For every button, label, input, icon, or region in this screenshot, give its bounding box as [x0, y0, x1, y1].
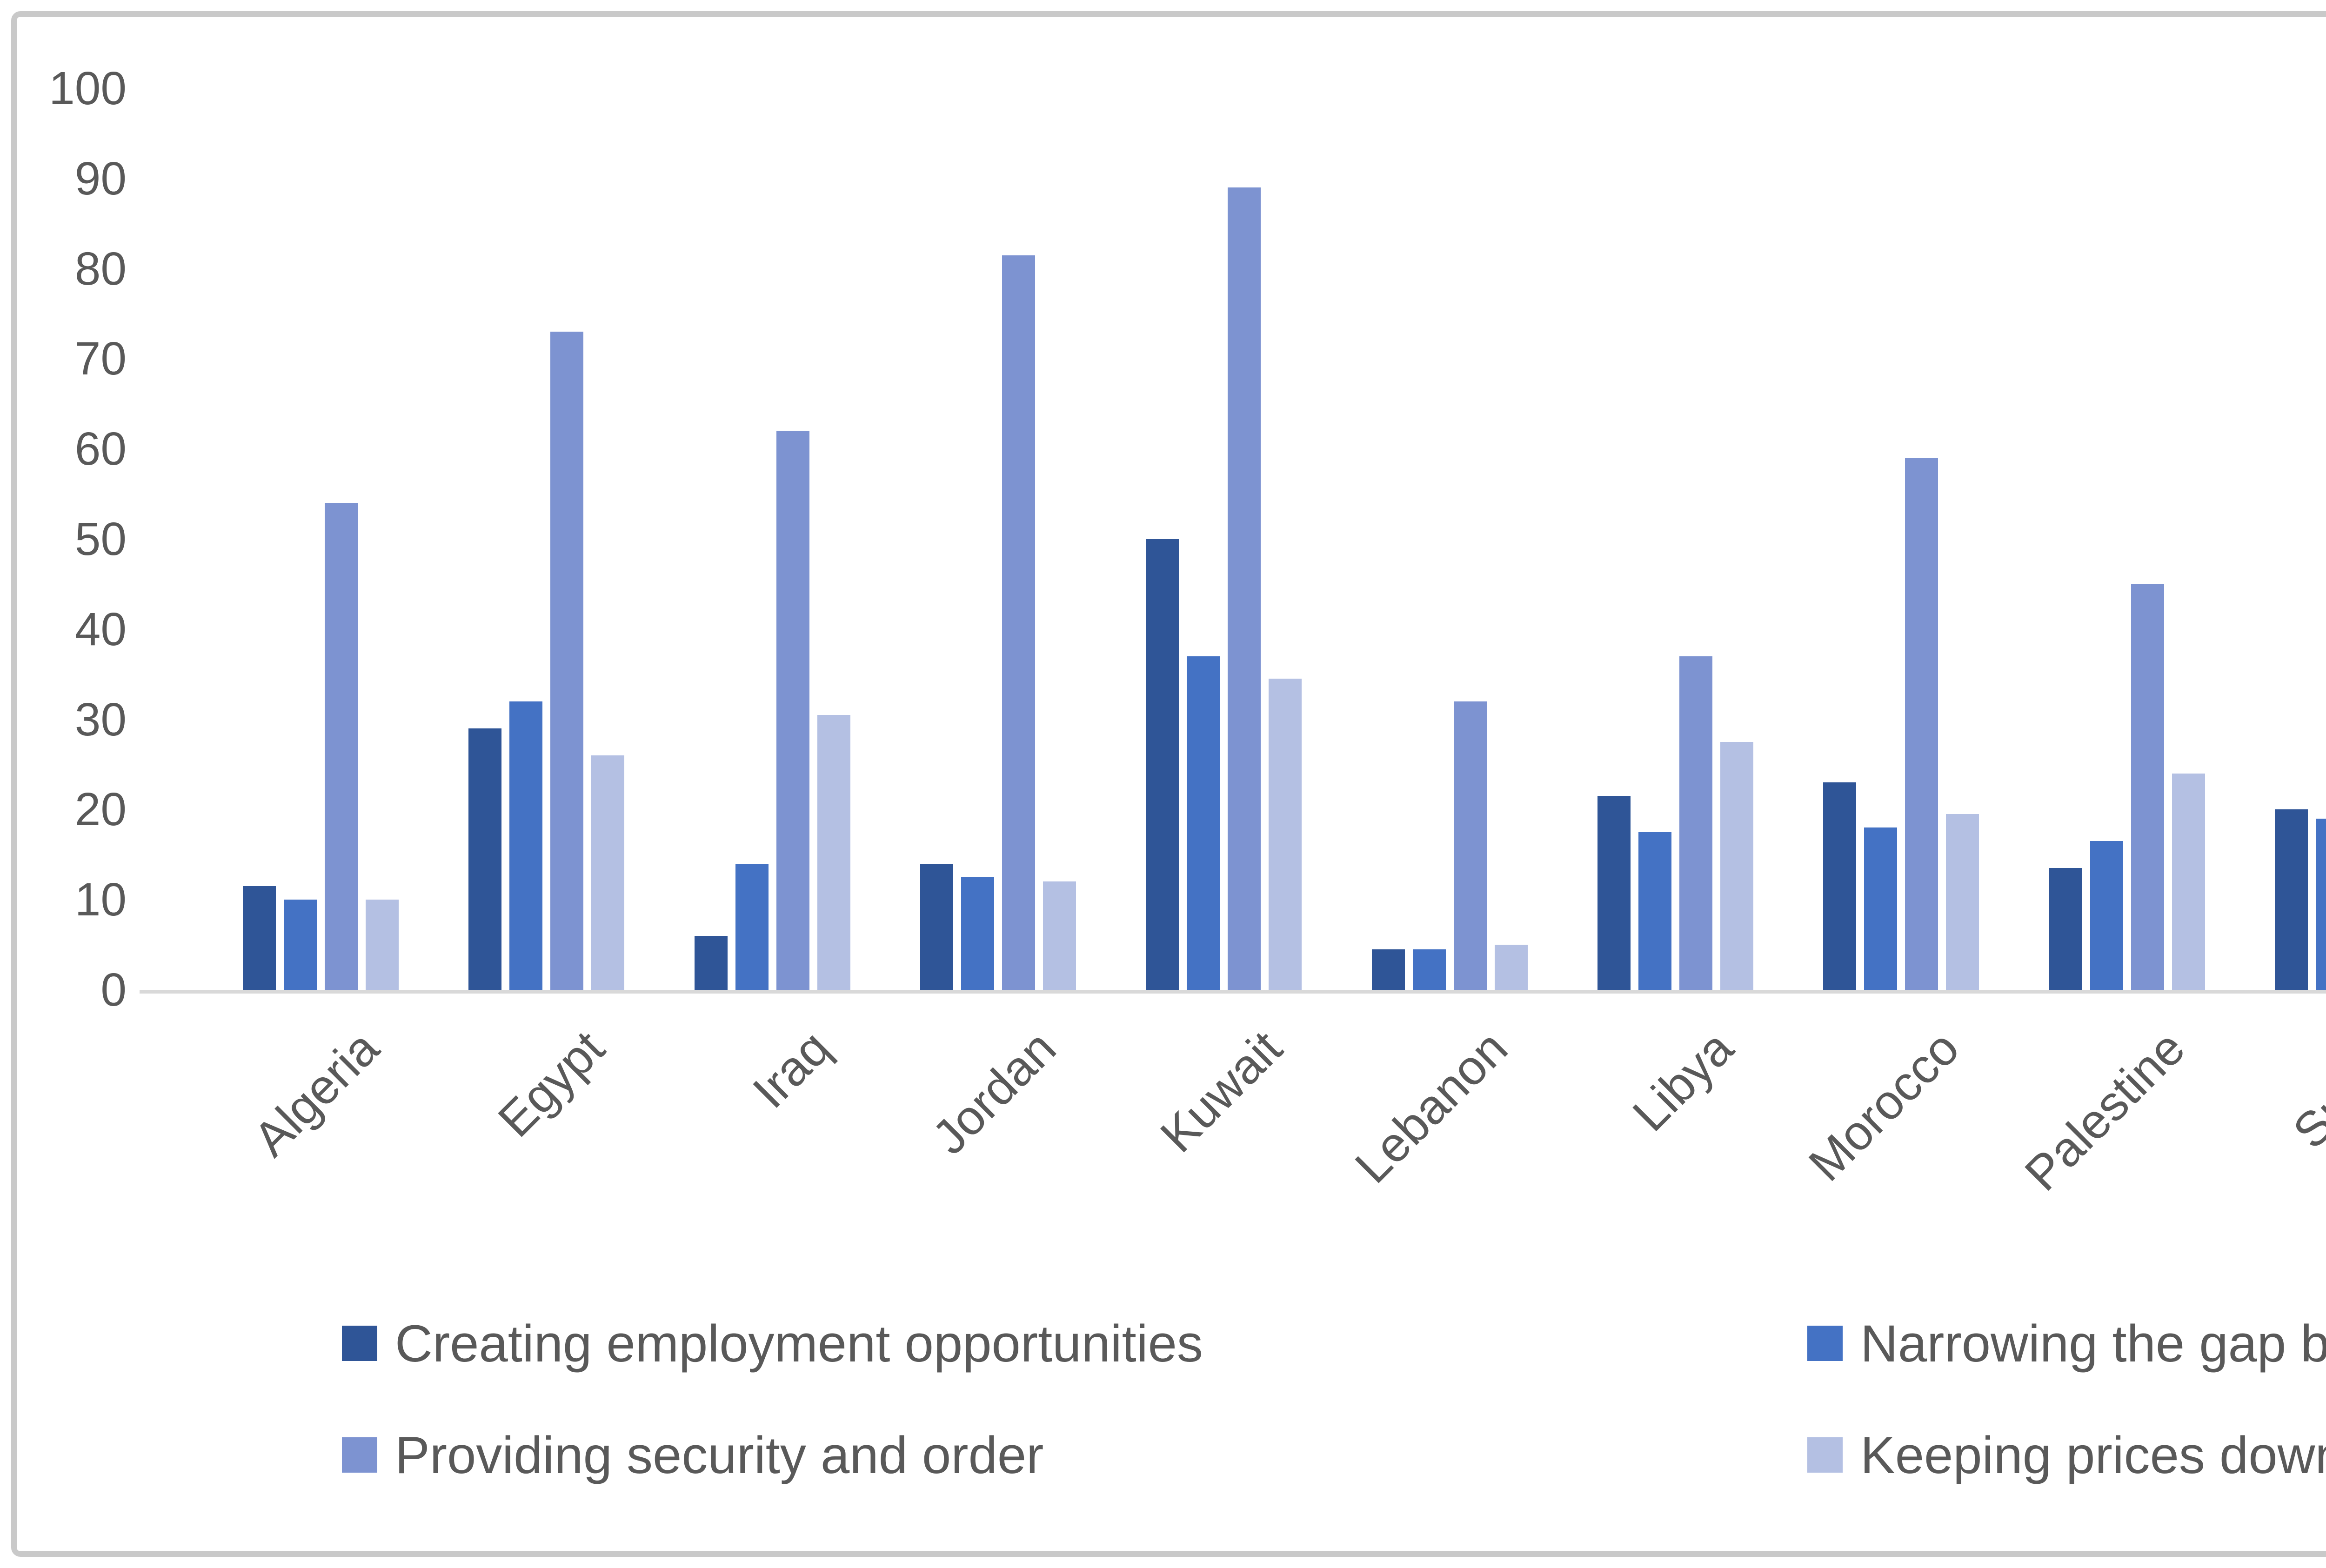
x-axis-label-kuwait: Kuwait [1150, 1021, 1292, 1163]
y-axis-label-30: 30 [74, 693, 127, 746]
x-axis-label-palestine: Palestine [2014, 1021, 2196, 1201]
bar-egypt-s4 [591, 755, 625, 990]
bar-libya-s3 [1679, 656, 1712, 990]
legend-label: Narrowing the gap between rich and poor [1860, 1314, 2326, 1373]
bar-libya-s2 [1638, 832, 1671, 990]
y-axis-label-60: 60 [74, 423, 127, 475]
legend-label: Providing security and order [395, 1426, 1044, 1484]
y-axis-label-0: 0 [100, 964, 127, 1016]
bar-algeria-s1 [243, 886, 276, 990]
y-axis-label-100: 100 [49, 62, 127, 114]
bar-jordan-s4 [1043, 881, 1076, 990]
bar-egypt-s2 [509, 701, 543, 990]
bar-morocco-s2 [1864, 827, 1898, 990]
bar-egypt-s1 [468, 728, 502, 990]
bar-algeria-s2 [284, 900, 317, 990]
bar-morocco-s4 [1946, 814, 1979, 990]
bar-algeria-s4 [366, 900, 399, 990]
y-axis-label-40: 40 [74, 603, 127, 655]
bar-kuwait-s4 [1269, 679, 1302, 990]
bar-palestine-s2 [2090, 841, 2123, 990]
x-axis-label-libya: Libya [1623, 1021, 1744, 1142]
bar-morocco-s3 [1905, 458, 1938, 990]
legend-label: Creating employment opportunities [395, 1314, 1203, 1373]
bar-iraq-s3 [776, 431, 809, 990]
y-axis-label-10: 10 [74, 874, 127, 926]
legend-swatch-icon [342, 1437, 377, 1473]
bar-lebanon-s1 [1371, 949, 1405, 990]
bar-kuwait-s3 [1228, 187, 1261, 990]
bar-iraq-s1 [694, 935, 728, 990]
y-axis-label-90: 90 [74, 152, 127, 205]
bar-jordan-s2 [961, 877, 994, 990]
bar-palestine-s1 [2049, 868, 2082, 990]
bar-libya-s4 [1720, 742, 1753, 990]
bar-lebanon-s2 [1412, 949, 1446, 990]
bar-lebanon-s4 [1494, 945, 1528, 990]
bar-algeria-s3 [325, 503, 358, 990]
x-axis-label-iraq: Iraq [742, 1021, 841, 1119]
legend-item-s4: Keeping prices down [1807, 1422, 2326, 1488]
bar-morocco-s1 [1823, 782, 1857, 990]
bar-iraq-s2 [735, 863, 769, 990]
legend-item-s2: Narrowing the gap between rich and poor [1807, 1311, 2326, 1376]
y-axis-label-50: 50 [74, 513, 127, 565]
bar-libya-s1 [1597, 796, 1631, 990]
y-axis-label-20: 20 [74, 783, 127, 836]
x-axis-label-morocco: Morocco [1798, 1021, 1970, 1192]
x-axis-label-lebanon: Lebanon [1345, 1021, 1518, 1194]
y-axis-label-80: 80 [74, 242, 127, 295]
bar-egypt-s3 [550, 332, 584, 990]
legend-swatch-icon [1807, 1437, 1843, 1473]
bar-kuwait-s2 [1187, 656, 1220, 990]
legend-item-s1: Creating employment opportunities [342, 1311, 1203, 1376]
legend-item-s3: Providing security and order [342, 1422, 1043, 1488]
bar-palestine-s4 [2172, 773, 2205, 990]
bar-iraq-s4 [817, 714, 850, 990]
bar-palestine-s3 [2131, 584, 2164, 990]
bar-sudan-s1 [2274, 809, 2308, 990]
bar-sudan-s2 [2315, 818, 2326, 990]
bar-jordan-s3 [1002, 255, 1035, 990]
x-axis-label-jordan: Jordan [922, 1021, 1067, 1165]
legend-swatch-icon [1807, 1326, 1843, 1361]
legend-swatch-icon [342, 1326, 377, 1361]
x-axis-label-sudan: Sudan [2283, 1021, 2326, 1159]
x-axis-label-algeria: Algeria [243, 1021, 389, 1167]
bar-lebanon-s3 [1453, 701, 1487, 990]
legend-label: Keeping prices down [1860, 1426, 2326, 1484]
bar-jordan-s1 [920, 863, 953, 990]
bar-kuwait-s1 [1146, 539, 1179, 990]
x-axis-label-egypt: Egypt [488, 1021, 615, 1148]
x-axis-line [140, 990, 2326, 994]
y-axis-label-70: 70 [74, 333, 127, 385]
